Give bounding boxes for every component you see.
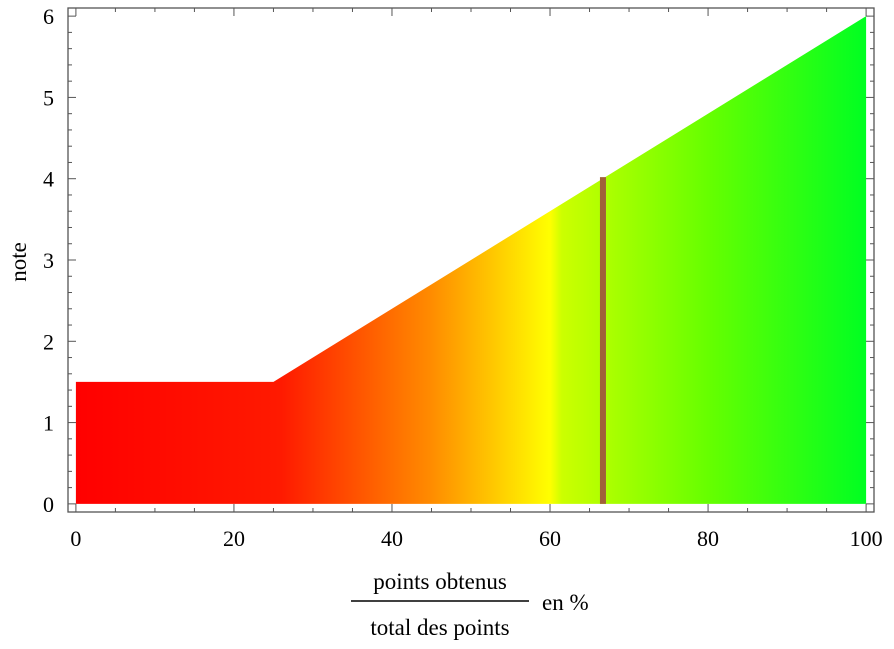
y-tick-label: 4 [43, 167, 54, 192]
x-tick-label: 80 [697, 526, 719, 551]
y-tick-label: 0 [43, 492, 54, 517]
y-tick-label: 2 [43, 329, 54, 354]
y-tick-labels: 0 1 2 3 4 5 6 [43, 4, 54, 517]
x-axis-label-denominator: total des points [370, 615, 509, 640]
y-axis-label: note [6, 242, 31, 282]
x-tick-label: 0 [70, 526, 81, 551]
x-tick-label: 60 [539, 526, 561, 551]
x-axis-label: points obtenus total des points en % [351, 569, 589, 640]
y-tick-label: 5 [43, 85, 54, 110]
y-tick-label: 3 [43, 248, 54, 273]
x-tick-label: 100 [850, 526, 883, 551]
axis-ticks [68, 8, 874, 512]
grade-area [75, 16, 867, 504]
plot-area [75, 16, 867, 504]
x-tick-label: 20 [223, 526, 245, 551]
x-axis-label-numerator: points obtenus [373, 569, 507, 594]
y-tick-label: 6 [43, 4, 54, 29]
x-axis-label-suffix: en % [542, 590, 589, 615]
x-tick-label: 40 [381, 526, 403, 551]
y-tick-label: 1 [43, 411, 54, 436]
x-tick-labels: 0 20 40 60 80 100 [70, 526, 882, 551]
